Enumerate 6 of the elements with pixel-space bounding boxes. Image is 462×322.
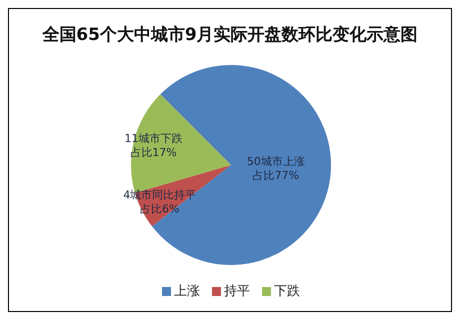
chart-title: 全国65个大中城市9月实际开盘数环比变化示意图 (41, 24, 419, 47)
data-label: 50城市上涨占比77% (246, 154, 305, 182)
legend-label: 持平 (223, 283, 250, 300)
legend-label: 下跌 (273, 283, 300, 300)
pie-slice (152, 65, 331, 265)
legend-label: 上涨 (173, 283, 200, 300)
